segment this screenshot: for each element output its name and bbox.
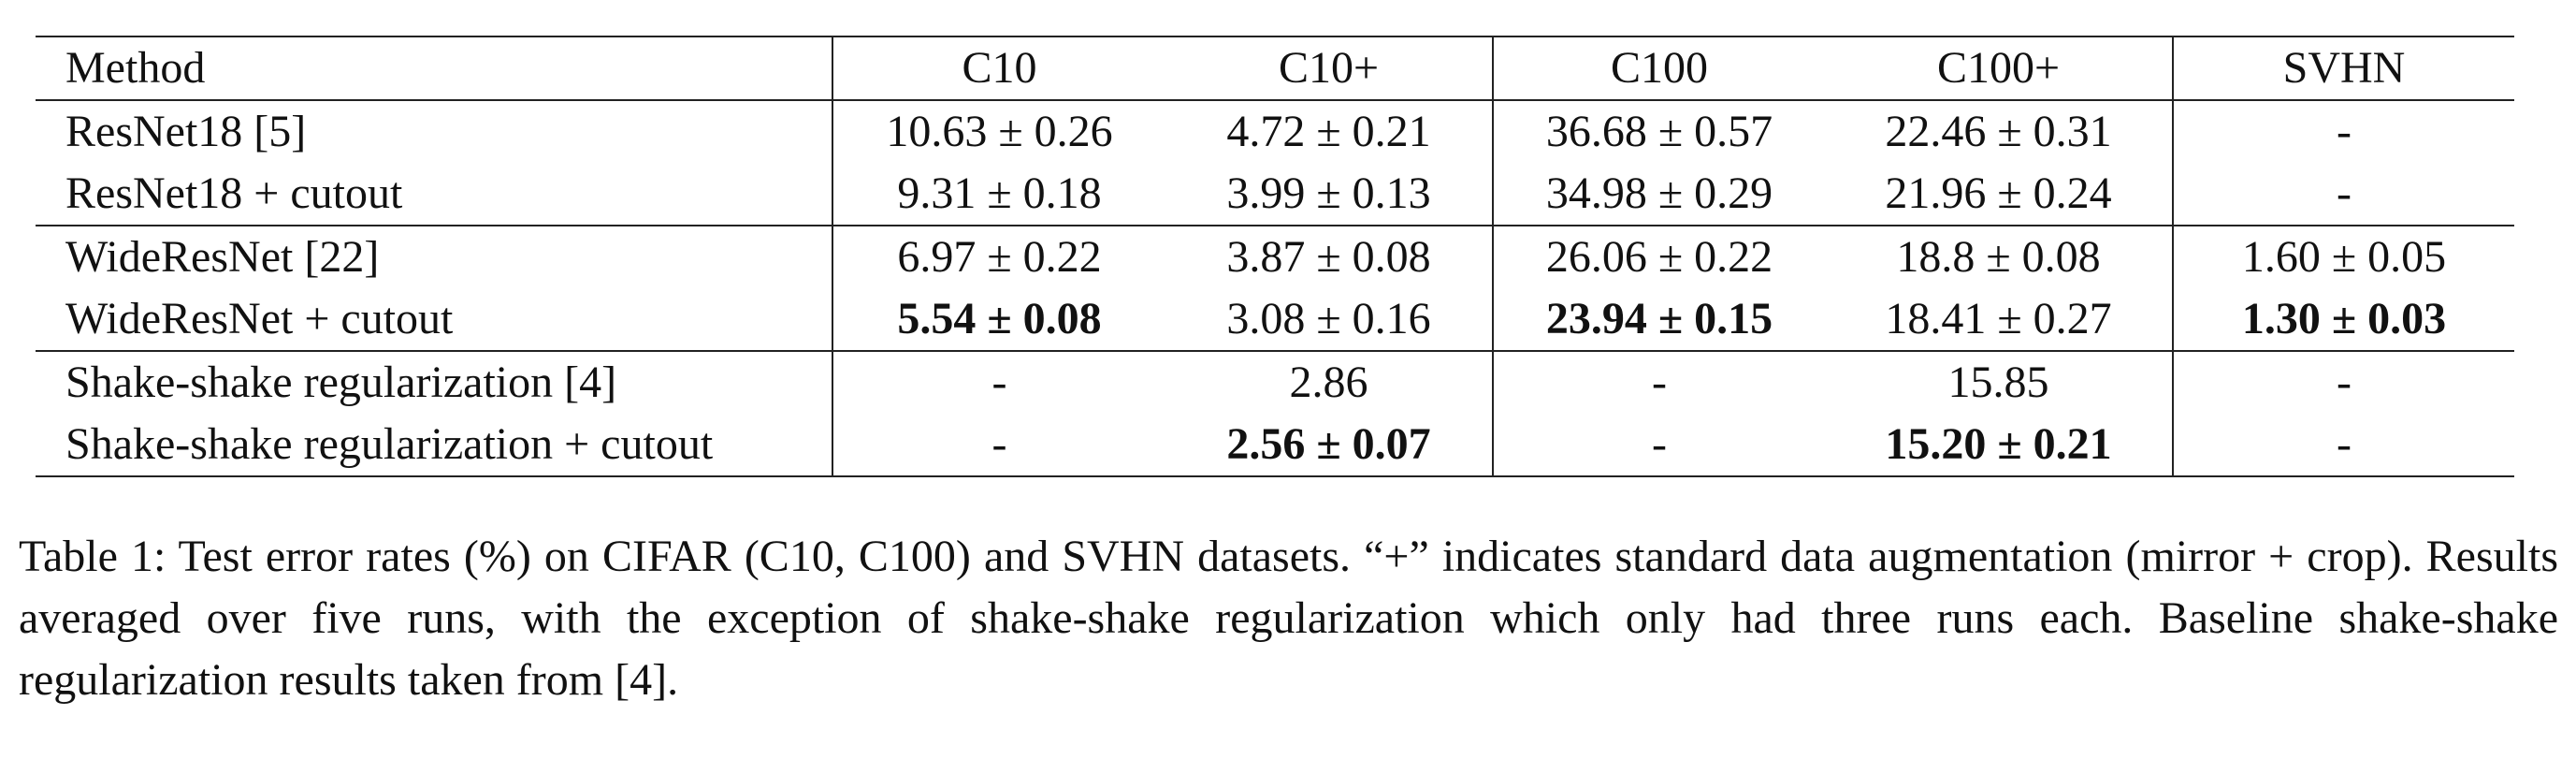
cell-c10-plus: 3.99 ± 0.13	[1165, 163, 1494, 226]
cell-svhn: -	[2337, 168, 2352, 218]
results-table-container: Method C10 C10+ C100 C100+ SVHN ResNet18…	[36, 36, 2514, 477]
row-method: Shake-shake regularization [4]	[36, 350, 833, 414]
cell-c10-plus: 3.08 ± 0.16	[1165, 288, 1494, 351]
cell-c100: -	[1493, 414, 1825, 477]
cell-c10-plus: 4.72 ± 0.21	[1165, 100, 1494, 163]
cell-c100: 26.06 ± 0.22	[1493, 225, 1825, 288]
row-method: WideResNet + cutout	[36, 288, 833, 351]
cell-svhn: -	[2173, 414, 2514, 477]
cell-c100-plus: 18.8 ± 0.08	[1825, 225, 2174, 288]
cell-c10-plus: 2.86	[1165, 350, 1494, 414]
table-row: Shake-shake regularization [4] - 2.86 - …	[36, 350, 2514, 414]
header-c100-plus: C100+	[1825, 36, 2174, 101]
cell-c100-plus: 22.46 ± 0.31	[1825, 100, 2174, 163]
cell-c10-plus-best: 2.56 ± 0.07	[1165, 414, 1494, 477]
results-table: Method C10 C10+ C100 C100+ SVHN ResNet18…	[36, 36, 2514, 477]
cell-c100: 34.98 ± 0.29	[1545, 168, 1773, 218]
cell-c100: 36.68 ± 0.57	[1545, 107, 1773, 156]
cell-c10: 10.63 ± 0.26	[886, 107, 1113, 156]
table-row: WideResNet [22] 6.97 ± 0.22 3.87 ± 0.08 …	[36, 225, 2514, 288]
cell-svhn: -	[2337, 107, 2352, 156]
cell-c100: -	[1493, 350, 1825, 414]
header-c100: C100	[1493, 36, 1825, 101]
cell-c10-plus: 3.87 ± 0.08	[1165, 225, 1494, 288]
cell-c100-plus: 18.41 ± 0.27	[1825, 288, 2174, 351]
cell-svhn-best: 1.30 ± 0.03	[2241, 294, 2447, 343]
table-row: ResNet18 [5] 10.63 ± 0.26 4.72 ± 0.21 36…	[36, 100, 2514, 163]
cell-c10: 6.97 ± 0.22	[832, 225, 1165, 288]
row-method: ResNet18 + cutout	[36, 163, 833, 226]
cell-svhn: 1.60 ± 0.05	[2173, 225, 2514, 288]
header-method: Method	[36, 36, 833, 101]
row-method: ResNet18 [5]	[36, 100, 833, 163]
cell-c10-best: 5.54 ± 0.08	[897, 294, 1102, 343]
table-row: ResNet18 + cutout 9.31 ± 0.18 3.99 ± 0.1…	[36, 163, 2514, 226]
cell-c100-plus-best: 15.20 ± 0.21	[1825, 414, 2174, 477]
cell-c100-plus: 15.85	[1825, 350, 2174, 414]
cell-c100-best: 23.94 ± 0.15	[1545, 294, 1773, 343]
cell-c10: 9.31 ± 0.18	[897, 168, 1102, 218]
table-header-row: Method C10 C10+ C100 C100+ SVHN	[36, 36, 2514, 101]
header-c10-plus: C10+	[1165, 36, 1494, 101]
table-row: Shake-shake regularization + cutout - 2.…	[36, 414, 2514, 477]
row-method: WideResNet [22]	[36, 225, 833, 288]
header-c10: C10	[832, 36, 1165, 101]
cell-c10: -	[832, 414, 1165, 477]
header-svhn: SVHN	[2173, 36, 2514, 101]
row-method: Shake-shake regularization + cutout	[36, 414, 833, 477]
table-caption: Table 1: Test error rates (%) on CIFAR (…	[19, 532, 2558, 705]
cell-c10: -	[832, 350, 1165, 414]
cell-c100-plus: 21.96 ± 0.24	[1825, 163, 2174, 226]
table-row: WideResNet + cutout 5.54 ± 0.08 3.08 ± 0…	[36, 288, 2514, 351]
cell-svhn: -	[2173, 350, 2514, 414]
